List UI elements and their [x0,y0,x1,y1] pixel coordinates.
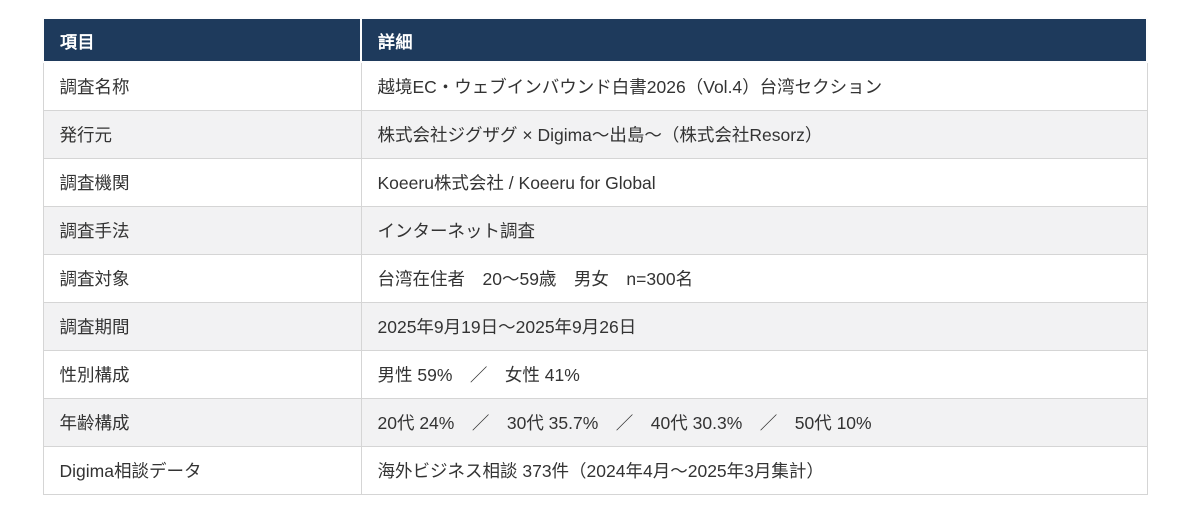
row-label: Digima相談データ [42,445,362,495]
table-row: 調査名称 越境EC・ウェブインバウンド白書2026（Vol.4）台湾セクション [42,61,1148,111]
row-value: 男性 59% ／ 女性 41% [360,349,1148,399]
row-value: Koeeru株式会社 / Koeeru for Global [360,157,1148,207]
table-row: Digima相談データ 海外ビジネス相談 373件（2024年4月〜2025年3… [42,445,1148,495]
table-row: 発行元 株式会社ジグザグ × Digima〜出島〜（株式会社Resorz） [42,109,1148,159]
row-label: 調査名称 [42,61,362,111]
table-row: 調査期間 2025年9月19日〜2025年9月26日 [42,301,1148,351]
row-label: 発行元 [42,109,362,159]
row-value: 海外ビジネス相談 373件（2024年4月〜2025年3月集計） [360,445,1148,495]
table-row: 性別構成 男性 59% ／ 女性 41% [42,349,1148,399]
table-header-row: 項目 詳細 [42,17,1148,63]
row-value: インターネット調査 [360,205,1148,255]
table-row: 調査手法 インターネット調査 [42,205,1148,255]
survey-overview-table: 項目 詳細 調査名称 越境EC・ウェブインバウンド白書2026（Vol.4）台湾… [42,17,1148,495]
table-row: 調査機関 Koeeru株式会社 / Koeeru for Global [42,157,1148,207]
header-detail-column: 詳細 [360,17,1148,63]
row-label: 調査手法 [42,205,362,255]
row-value: 越境EC・ウェブインバウンド白書2026（Vol.4）台湾セクション [360,61,1148,111]
row-label: 年齢構成 [42,397,362,447]
header-item-column: 項目 [42,17,362,63]
row-label: 性別構成 [42,349,362,399]
table-row: 年齢構成 20代 24% ／ 30代 35.7% ／ 40代 30.3% ／ 5… [42,397,1148,447]
row-value: 台湾在住者 20〜59歳 男女 n=300名 [360,253,1148,303]
row-value: 2025年9月19日〜2025年9月26日 [360,301,1148,351]
row-label: 調査対象 [42,253,362,303]
table-row: 調査対象 台湾在住者 20〜59歳 男女 n=300名 [42,253,1148,303]
row-label: 調査期間 [42,301,362,351]
survey-table: 項目 詳細 調査名称 越境EC・ウェブインバウンド白書2026（Vol.4）台湾… [42,17,1148,495]
row-value: 株式会社ジグザグ × Digima〜出島〜（株式会社Resorz） [360,109,1148,159]
row-label: 調査機関 [42,157,362,207]
row-value: 20代 24% ／ 30代 35.7% ／ 40代 30.3% ／ 50代 10… [360,397,1148,447]
